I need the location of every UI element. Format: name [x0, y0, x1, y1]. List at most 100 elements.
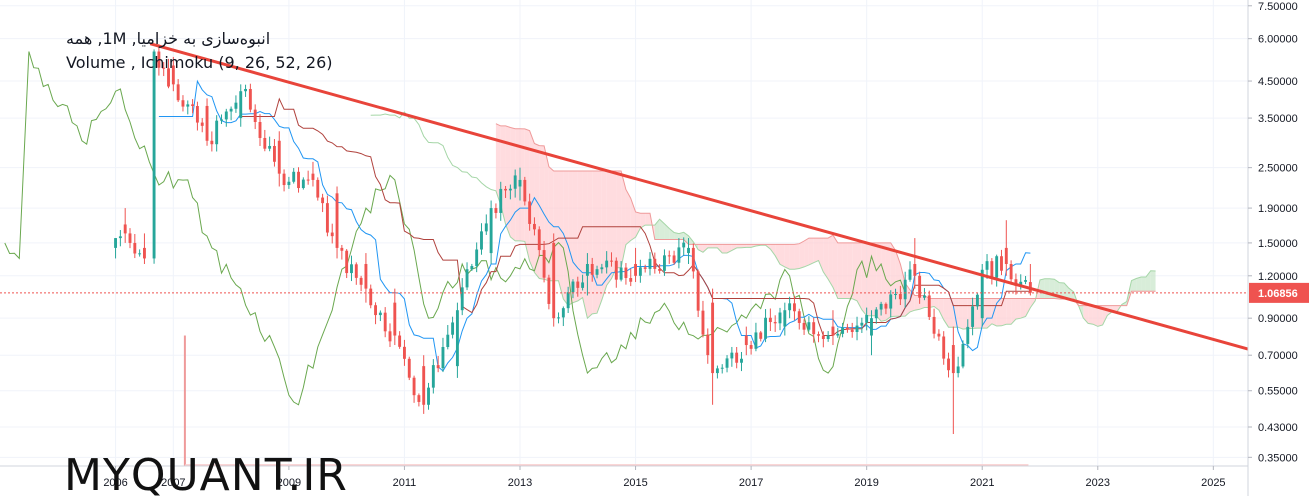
last-price-tag: 1.06856	[1249, 282, 1309, 303]
cloud-bear-segment	[529, 130, 535, 273]
cloud-bear-segment	[510, 127, 516, 241]
cloud-bear-segment	[524, 128, 530, 262]
trendline[interactable]	[149, 42, 1249, 351]
legend-symbol[interactable]: انبوه‌سازی به خزامیا, 1M, همه	[66, 29, 271, 48]
candle-body	[961, 343, 965, 367]
y-tick-label: 1.20000	[1258, 271, 1298, 283]
candle-body	[220, 119, 223, 121]
x-tick-label: 2009	[277, 477, 301, 489]
candle-body	[292, 171, 296, 182]
candle-body	[619, 267, 623, 280]
candle-body	[629, 278, 633, 282]
cloud-bear-segment	[640, 213, 646, 229]
y-axis[interactable]: 7.50000 6.00000 4.50000 3.50000 2.50000 1.900…	[1247, 0, 1310, 496]
candle-body	[995, 256, 999, 278]
candle-body	[778, 312, 782, 324]
candle-body	[696, 271, 700, 311]
candle-body	[975, 294, 979, 307]
legend-indicators[interactable]: Volume , Ichimoku (9, 26, 52, 26)	[66, 53, 333, 72]
x-tick-label: 2013	[508, 477, 532, 489]
candle-body	[797, 311, 801, 323]
candle-body	[894, 294, 897, 296]
candle-body	[513, 175, 517, 189]
cloud-bear-segment	[794, 243, 800, 270]
candle-body	[624, 267, 628, 279]
candle-body	[253, 109, 257, 123]
candle-body	[244, 88, 247, 92]
cloud-bear-segment	[919, 295, 925, 310]
watermark-text: MYQUANT.IR	[64, 450, 348, 501]
y-tick-label: 0.90000	[1258, 313, 1298, 325]
cloud-bull-segment	[1068, 288, 1074, 300]
candle-body	[229, 108, 233, 112]
candle-body	[865, 314, 869, 323]
candle-body	[234, 102, 238, 109]
cloud-bear-segment	[645, 213, 650, 226]
cloud-bear-segment	[1025, 298, 1031, 317]
cloud-bear-segment	[1020, 298, 1026, 319]
candle-body	[788, 303, 792, 311]
candle-body	[821, 335, 825, 339]
candle-body	[860, 322, 864, 326]
candle-body	[807, 322, 811, 330]
candle-body	[277, 140, 281, 174]
candle-body	[947, 358, 950, 371]
candle-body	[484, 223, 488, 232]
candle-body	[176, 84, 180, 101]
candle-body	[802, 322, 806, 330]
candlesticks	[114, 44, 1032, 435]
cloud-bear-segment	[592, 170, 598, 314]
cloud-bear-segment	[572, 170, 578, 303]
cloud-bear-segment	[837, 242, 843, 299]
candle-body	[576, 281, 580, 288]
cloud-bear-segment	[616, 170, 622, 268]
candle-body	[740, 358, 743, 363]
volume-bars	[183, 335, 1029, 466]
candle-body	[335, 193, 339, 248]
candle-body	[325, 203, 329, 233]
candle-body	[918, 275, 922, 298]
cloud-bear-segment	[582, 170, 588, 319]
cloud-bear-segment	[597, 170, 602, 314]
cloud-bear-segment	[606, 170, 612, 286]
cloud-bear-segment	[914, 295, 920, 311]
candle-body	[874, 309, 878, 319]
cloud-bear-segment	[731, 244, 737, 251]
candle-body	[114, 238, 117, 248]
candle-body	[547, 277, 551, 304]
candle-body	[422, 366, 426, 405]
cloud-bear-segment	[736, 244, 742, 248]
conversion-line	[158, 79, 1031, 372]
candle-body	[306, 179, 310, 181]
candle-body	[398, 335, 402, 347]
candle-body	[388, 331, 392, 342]
candle-body	[889, 294, 893, 309]
cloud-bull-segment	[674, 232, 679, 240]
candle-body	[667, 255, 671, 257]
candle-body	[744, 335, 748, 346]
cloud-bear-segment	[881, 242, 886, 322]
candle-body	[1024, 280, 1027, 282]
candle-body	[369, 288, 373, 306]
y-tick-label: 3.50000	[1258, 113, 1298, 125]
candle-body	[715, 368, 719, 374]
candle-body	[764, 317, 767, 339]
candle-body	[773, 322, 777, 324]
x-tick-label: 2023	[1086, 477, 1110, 489]
cloud-bull-segment	[659, 219, 665, 240]
cloud-bear-segment	[577, 170, 583, 301]
x-axis[interactable]: 2006 2007 2009 2011 2013 2015 2017 2019 2021 2023…	[0, 465, 1248, 489]
candle-body	[152, 51, 156, 259]
candle-body	[663, 255, 666, 271]
candle-body	[600, 267, 604, 270]
candle-body	[966, 326, 970, 344]
candle-body	[831, 326, 835, 336]
candle-body	[879, 303, 883, 310]
candle-body	[393, 302, 397, 336]
y-tick-label: 0.35000	[1258, 452, 1298, 464]
candle-body	[263, 137, 267, 149]
y-tick-label: 1.50000	[1258, 238, 1298, 250]
x-tick-label: 2011	[393, 477, 417, 489]
cloud-bear-segment	[1015, 298, 1021, 320]
